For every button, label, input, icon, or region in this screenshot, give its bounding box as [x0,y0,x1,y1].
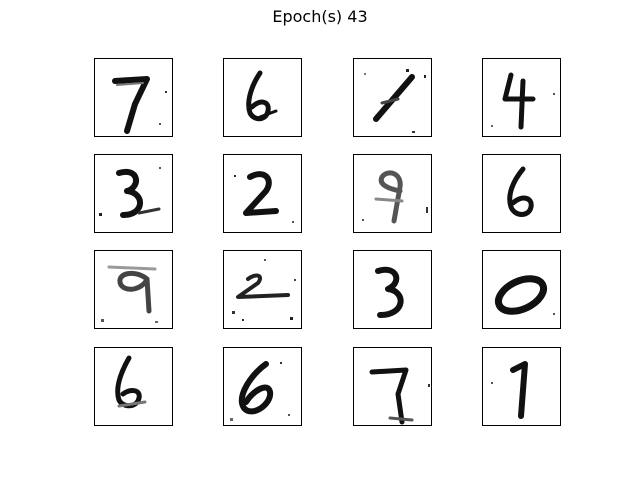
digit-image [115,355,147,409]
sample-panel-r1c2 [223,58,302,137]
sample-panel-r4c1 [94,347,173,426]
digit-image [246,70,278,122]
digit-image [99,167,161,218]
digit-image [364,69,426,133]
digit-image [234,171,294,223]
sample-panel-r1c1 [94,58,173,137]
sample-panel-r1c4 [482,58,561,137]
digit-image [112,76,167,134]
sample-panel-r2c1 [94,154,173,233]
sample-panel-r3c3 [353,250,432,329]
digit-image [230,361,290,421]
sample-panel-r2c4 [482,154,561,233]
sample-panel-r4c2 [223,347,302,426]
digit-image [369,367,430,425]
digit-image [491,361,528,419]
sample-panel-r4c4 [482,347,561,426]
sample-panel-r3c2 [223,250,302,329]
sample-panel-r2c2 [223,154,302,233]
sample-panel-r1c3 [353,58,432,137]
digit-image [362,170,428,224]
digit-image [494,275,555,315]
digit-image [232,259,296,321]
digit-image [507,166,534,217]
sample-panel-r3c4 [482,250,561,329]
digit-image [101,265,158,323]
digit-image [375,266,404,318]
figure-title: Epoch(s) 43 [272,7,368,26]
sample-panel-r4c3 [353,347,432,426]
digit-image [491,72,555,130]
sample-panel-r2c3 [353,154,432,233]
sample-panel-r3c1 [94,250,173,329]
